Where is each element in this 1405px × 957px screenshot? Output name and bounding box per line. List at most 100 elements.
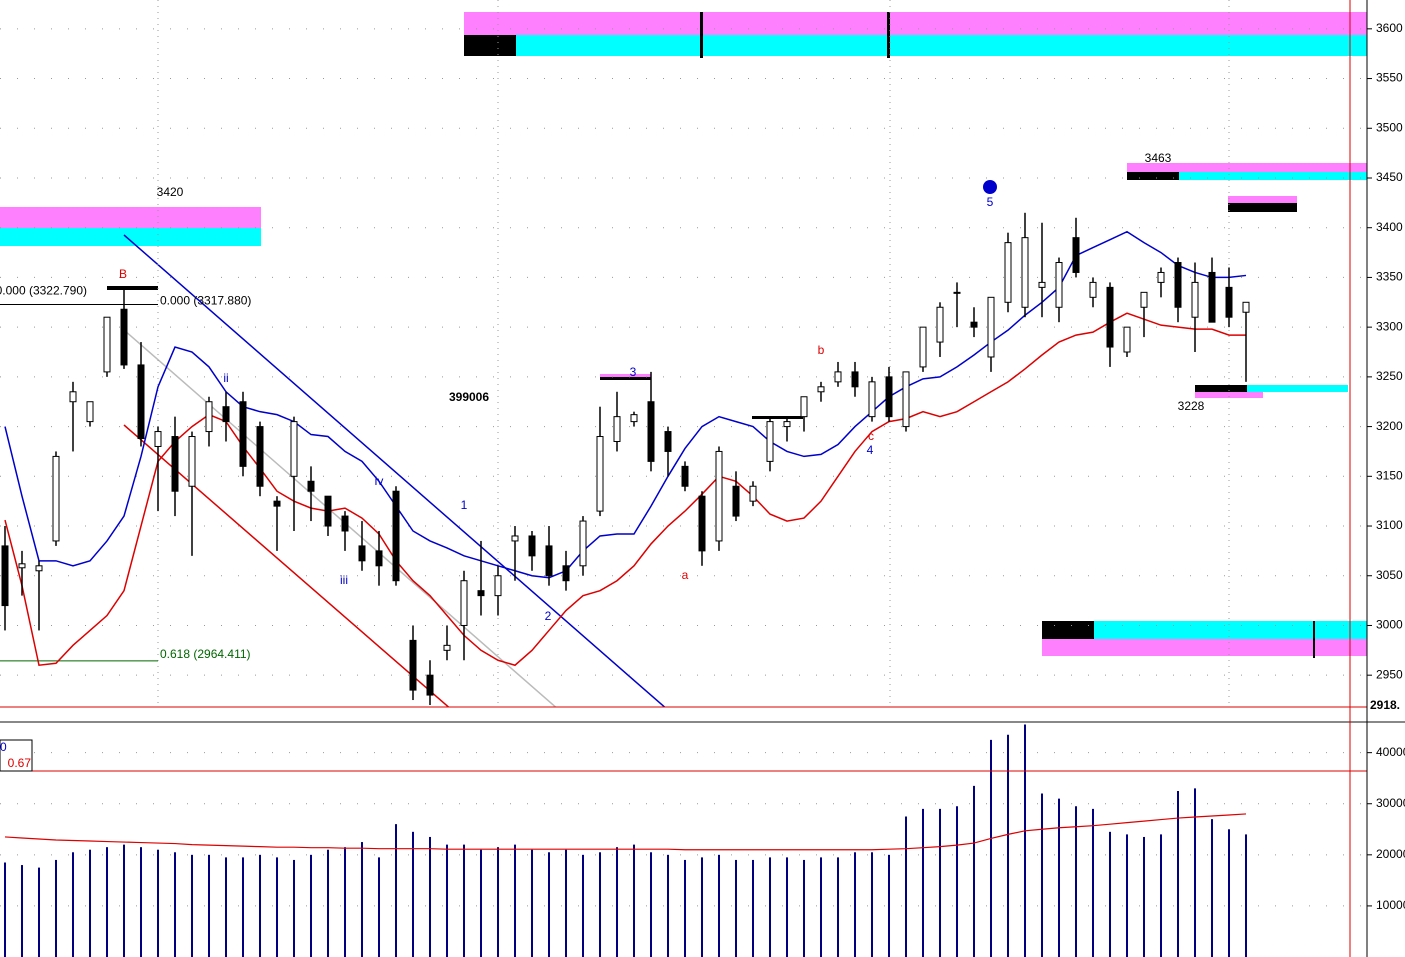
candle-body xyxy=(443,644,451,651)
candle-body xyxy=(18,563,26,569)
candle-body xyxy=(630,414,638,423)
candle-body xyxy=(1208,271,1216,323)
annotation: 2 xyxy=(545,609,552,623)
candle-body xyxy=(528,535,536,557)
annotation: 2918. xyxy=(1370,698,1400,712)
legend-entry: 0 xyxy=(0,740,7,754)
volume-pane xyxy=(0,724,1367,957)
candle-body xyxy=(681,465,689,487)
candle-body xyxy=(256,426,264,487)
fib-label: 0.000 (3317.880) xyxy=(160,294,251,308)
annotation: 3 xyxy=(630,365,637,379)
candle-body xyxy=(137,364,145,440)
annotation: c xyxy=(868,429,874,443)
annotation: a xyxy=(682,568,689,582)
y-tick-label: 2950 xyxy=(1376,667,1403,681)
y-tick-label: 10000 xyxy=(1376,898,1405,912)
candle-body xyxy=(953,291,961,294)
wave-bar xyxy=(107,286,158,290)
annotation: B xyxy=(119,267,127,281)
candle-body xyxy=(902,371,910,428)
candle-body xyxy=(1021,237,1029,308)
annotation: 3463 xyxy=(1145,151,1172,165)
candle-body xyxy=(375,550,383,567)
zone xyxy=(1228,196,1297,203)
candle-body xyxy=(154,431,162,447)
zone xyxy=(464,35,516,56)
candle-body xyxy=(239,401,247,467)
candle-body xyxy=(698,495,706,552)
fib-label: 0.000 (3322.790) xyxy=(0,284,87,298)
candle-body xyxy=(273,500,281,507)
annotation: 1 xyxy=(461,498,468,512)
candle-body xyxy=(1038,281,1046,288)
annotation: iv xyxy=(375,474,384,488)
candle-body xyxy=(613,416,621,443)
candle-body xyxy=(1106,286,1114,348)
y-tick-label: 3350 xyxy=(1376,270,1403,284)
legend-box xyxy=(0,739,33,772)
y-tick-label: 20000 xyxy=(1376,847,1405,861)
candle-body xyxy=(987,296,995,358)
candle-body xyxy=(562,565,570,582)
candle-body xyxy=(800,396,808,418)
annotation: 3228 xyxy=(1178,399,1205,413)
zone xyxy=(1042,621,1367,639)
candle-body xyxy=(341,515,349,532)
zone xyxy=(1042,639,1367,656)
candle-body xyxy=(1157,271,1165,283)
candle-body xyxy=(851,371,859,388)
y-tick-label: 3150 xyxy=(1376,468,1403,482)
annotation: b xyxy=(818,343,825,357)
candle-body xyxy=(511,535,519,542)
trend-line xyxy=(123,424,450,707)
annotation: iii xyxy=(340,573,348,587)
annotation: ii xyxy=(223,371,228,385)
candle-body xyxy=(1072,237,1080,273)
candle-body xyxy=(460,580,468,626)
y-tick-label: 30000 xyxy=(1376,796,1405,810)
candle-body xyxy=(1055,262,1063,308)
zone-marker xyxy=(700,12,703,58)
annotation: 399006 xyxy=(449,390,489,404)
annotation: 5 xyxy=(987,195,994,209)
candle-body xyxy=(120,308,128,366)
candle-body xyxy=(358,545,366,562)
legend-entry: 0.67 xyxy=(8,756,32,770)
volume-average xyxy=(4,813,1247,851)
y-tick-label: 3200 xyxy=(1376,419,1403,433)
y-tick-label: 3300 xyxy=(1376,319,1403,333)
fib-label: 0.618 (2964.411) xyxy=(160,647,251,661)
zone xyxy=(1195,392,1263,398)
candle-body xyxy=(409,639,417,691)
zone xyxy=(1127,172,1179,180)
candle-body xyxy=(222,406,230,423)
candle-body xyxy=(477,590,485,597)
y-tick-label: 3100 xyxy=(1376,518,1403,532)
candle-body xyxy=(52,455,60,542)
candle-body xyxy=(596,436,604,512)
candle-body xyxy=(1089,281,1097,298)
y-tick-label: 3050 xyxy=(1376,568,1403,582)
candle-body xyxy=(307,480,315,492)
candle-body xyxy=(69,391,77,403)
candle-body xyxy=(766,421,774,462)
candle-body xyxy=(783,421,791,428)
wave-bar xyxy=(752,416,803,419)
candle-body xyxy=(1,545,9,607)
candle-body xyxy=(664,431,672,452)
annotation: 4 xyxy=(867,443,874,457)
zone-marker xyxy=(887,12,890,58)
candle-body xyxy=(732,485,740,517)
price-pane: 0.000 (3322.790) 0.000 (3317.880) 0.618 (2… xyxy=(0,0,1367,707)
y-tick-label: 3450 xyxy=(1376,170,1403,184)
candle-body xyxy=(936,306,944,343)
zone xyxy=(1127,172,1367,180)
candle-body xyxy=(86,401,94,423)
candle-body xyxy=(1140,291,1148,308)
wave-circle xyxy=(983,180,997,194)
candle-body xyxy=(545,545,553,577)
annotation: 3420 xyxy=(157,185,184,199)
